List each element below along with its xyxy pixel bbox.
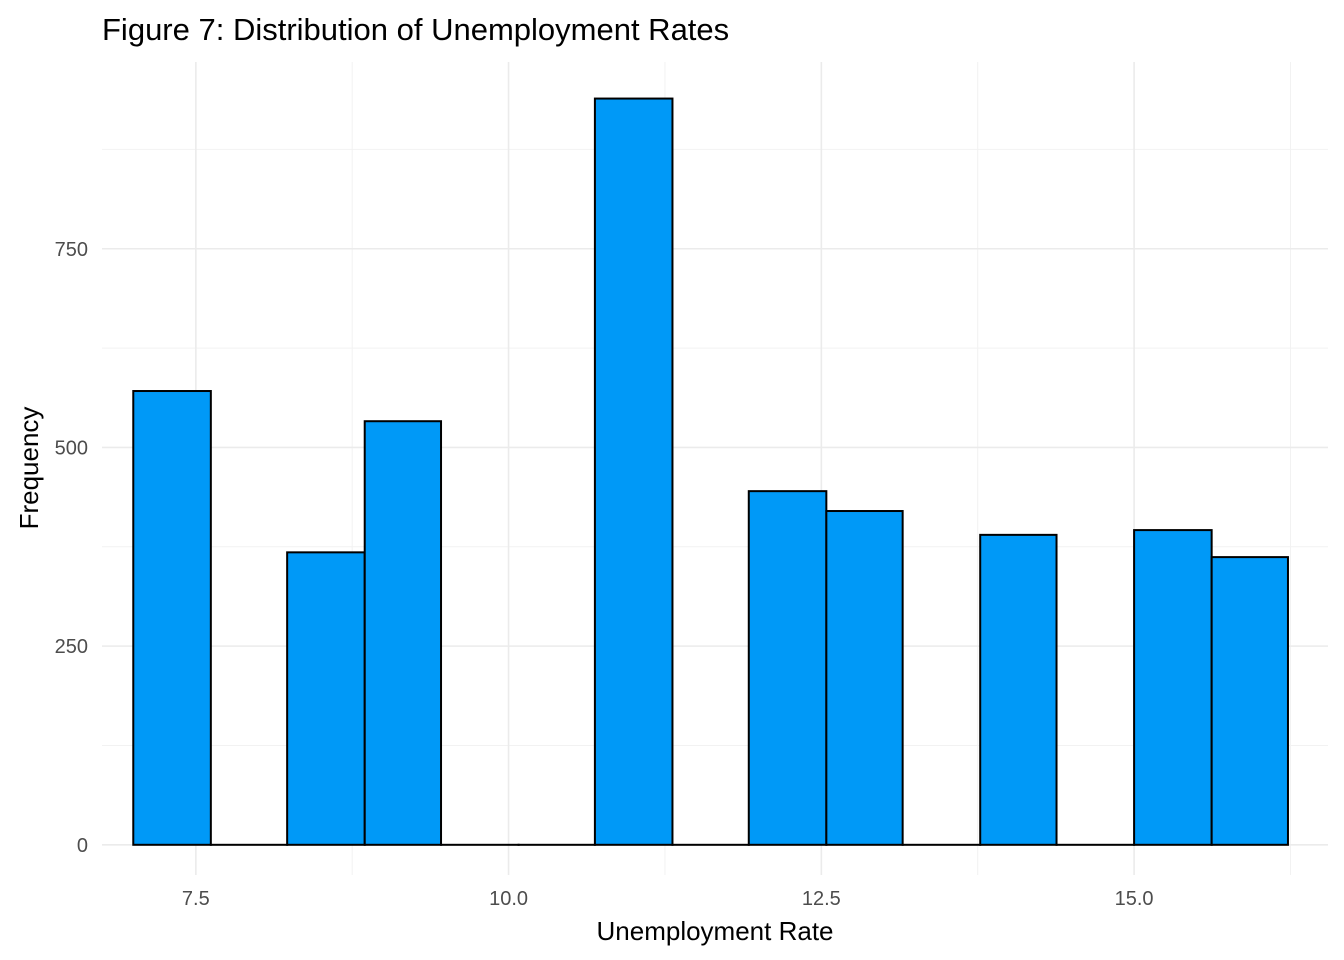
histogram-bar xyxy=(1133,529,1213,846)
x-tick-label: 10.0 xyxy=(489,888,528,910)
histogram-bar xyxy=(363,420,443,846)
y-axis-ticks: 0 250 500 750 xyxy=(55,239,88,857)
histogram-bar xyxy=(593,97,674,846)
histogram-bar xyxy=(1210,556,1289,846)
histogram-bar xyxy=(825,510,904,846)
histogram-bar xyxy=(132,390,212,846)
chart-title: Figure 7: Distribution of Unemployment R… xyxy=(102,12,729,47)
x-axis-title: Unemployment Rate xyxy=(597,916,834,946)
x-axis-ticks: 7.5 10.0 12.5 15.0 xyxy=(182,888,1154,910)
y-axis-title: Frequency xyxy=(14,407,44,530)
x-tick-label: 7.5 xyxy=(182,888,210,910)
histogram-bars xyxy=(132,97,1289,846)
histogram-bar xyxy=(286,551,366,846)
histogram-bar xyxy=(747,490,828,846)
x-tick-label: 12.5 xyxy=(802,888,841,910)
y-tick-label: 500 xyxy=(55,437,88,459)
y-tick-label: 0 xyxy=(77,835,88,857)
histogram-bar xyxy=(979,533,1058,846)
y-tick-label: 750 xyxy=(55,239,88,261)
y-tick-label: 250 xyxy=(55,636,88,658)
x-tick-label: 15.0 xyxy=(1115,888,1154,910)
